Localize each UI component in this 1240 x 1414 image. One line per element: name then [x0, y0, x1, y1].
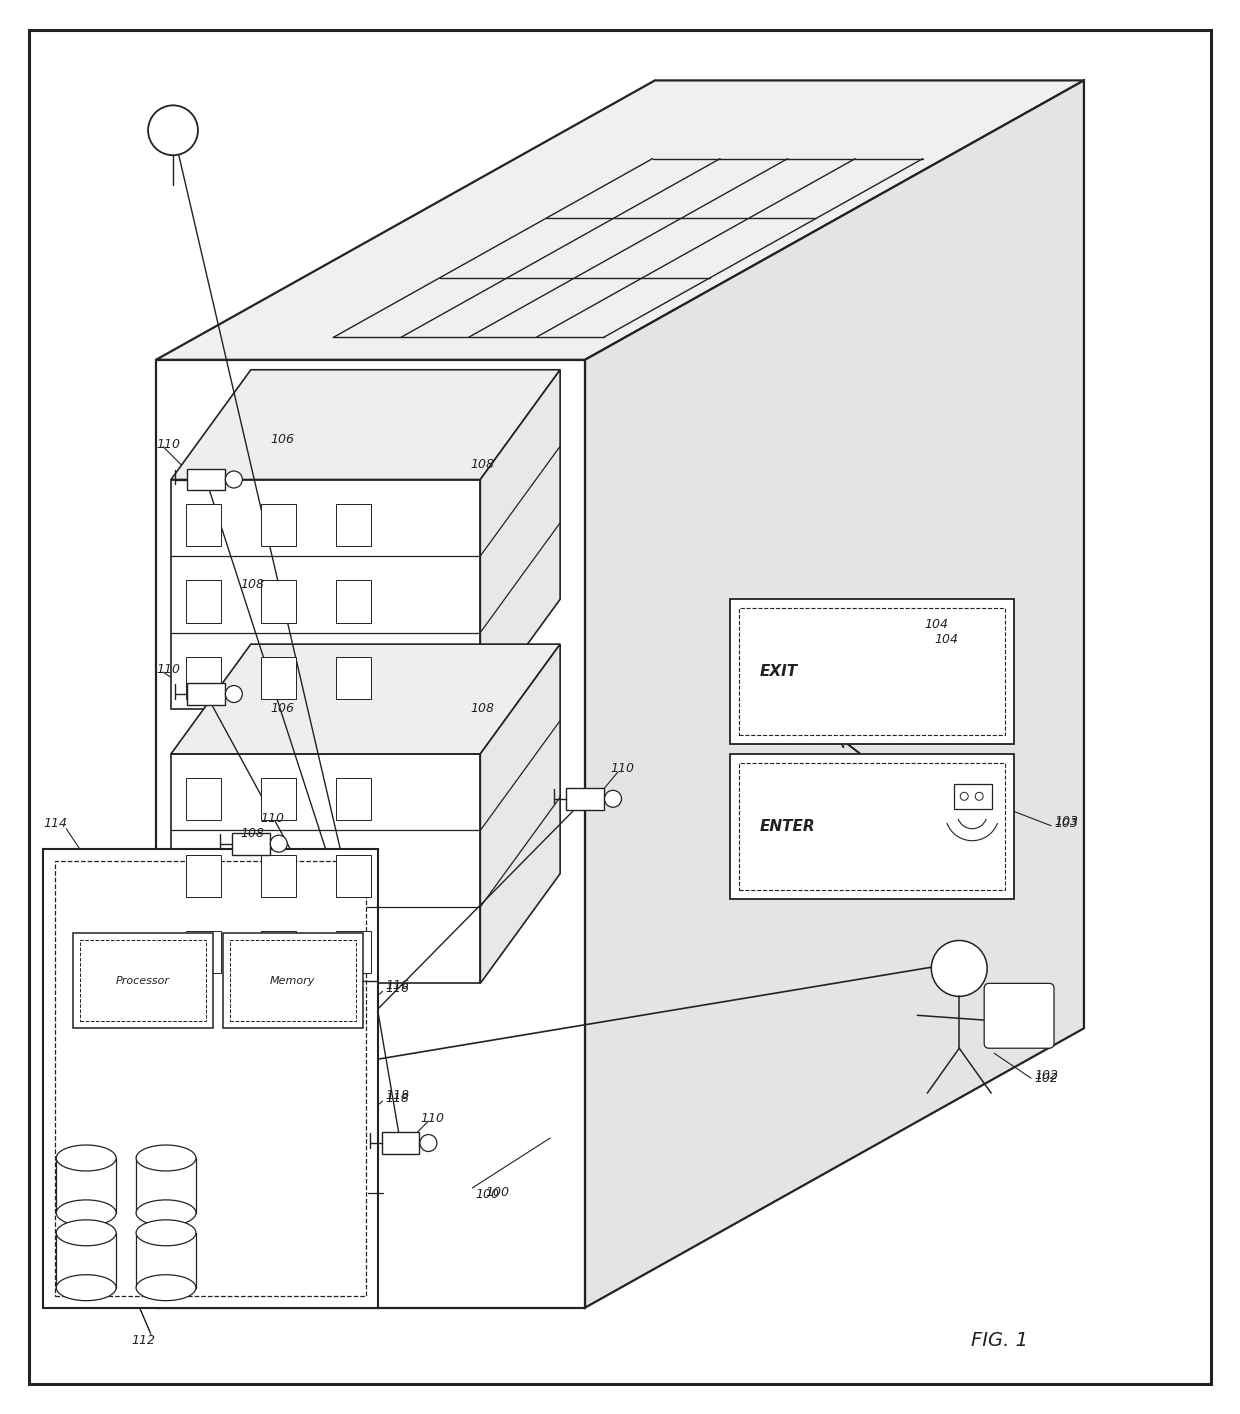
- Text: 110: 110: [260, 812, 285, 826]
- Ellipse shape: [56, 1200, 117, 1226]
- Bar: [187, 683, 224, 706]
- Bar: [260, 503, 295, 546]
- Polygon shape: [156, 359, 585, 1308]
- Text: 106: 106: [270, 703, 295, 715]
- Bar: [186, 581, 221, 622]
- Bar: [136, 1233, 196, 1288]
- Circle shape: [420, 1134, 436, 1151]
- Text: FIG. 1: FIG. 1: [971, 1331, 1028, 1350]
- Bar: [260, 778, 295, 820]
- Bar: [232, 833, 270, 854]
- Text: 108: 108: [470, 458, 495, 471]
- Bar: [260, 855, 295, 896]
- Bar: [81, 940, 206, 1021]
- Text: ENTER: ENTER: [760, 819, 816, 834]
- Bar: [336, 581, 371, 622]
- Ellipse shape: [56, 1275, 117, 1301]
- Bar: [336, 658, 371, 699]
- Bar: [43, 848, 377, 1308]
- Text: 100: 100: [475, 1188, 500, 1202]
- Text: 108: 108: [241, 827, 265, 840]
- Text: 110: 110: [420, 1111, 444, 1124]
- Text: 104: 104: [934, 632, 959, 646]
- Text: 108: 108: [470, 703, 495, 715]
- Polygon shape: [171, 369, 560, 479]
- Bar: [567, 788, 604, 810]
- Bar: [186, 503, 221, 546]
- Text: 110: 110: [156, 438, 180, 451]
- Polygon shape: [480, 645, 560, 983]
- Text: 116: 116: [386, 978, 409, 991]
- Circle shape: [975, 792, 983, 800]
- Circle shape: [226, 471, 242, 488]
- Text: 100: 100: [485, 1186, 510, 1199]
- Text: 110: 110: [610, 762, 634, 775]
- Bar: [260, 658, 295, 699]
- Bar: [73, 933, 213, 1028]
- Bar: [260, 932, 295, 973]
- Text: 112: 112: [131, 1333, 155, 1348]
- Text: Processor: Processor: [117, 976, 170, 986]
- Text: 103: 103: [1054, 816, 1078, 829]
- Ellipse shape: [136, 1145, 196, 1171]
- Bar: [56, 1158, 117, 1213]
- Text: STORE: STORE: [221, 1193, 281, 1212]
- Circle shape: [148, 106, 198, 156]
- Bar: [336, 778, 371, 820]
- Text: 118: 118: [386, 1089, 409, 1102]
- Polygon shape: [171, 754, 480, 983]
- Ellipse shape: [136, 1220, 196, 1246]
- Circle shape: [605, 790, 621, 807]
- Text: 118: 118: [386, 1092, 409, 1104]
- Text: 103: 103: [1054, 817, 1078, 830]
- Circle shape: [226, 686, 242, 703]
- Text: 102: 102: [1034, 1072, 1058, 1085]
- Ellipse shape: [56, 1145, 117, 1171]
- Bar: [136, 1158, 196, 1213]
- Circle shape: [960, 792, 968, 800]
- Ellipse shape: [136, 1200, 196, 1226]
- Text: 106: 106: [270, 433, 295, 445]
- Bar: [186, 658, 221, 699]
- FancyBboxPatch shape: [985, 983, 1054, 1048]
- Bar: [229, 940, 356, 1021]
- Polygon shape: [156, 81, 1084, 359]
- Text: 108: 108: [241, 578, 265, 591]
- Polygon shape: [480, 369, 560, 708]
- Bar: [56, 1233, 117, 1288]
- Text: 110: 110: [156, 663, 180, 676]
- Bar: [730, 754, 1014, 898]
- Text: 104: 104: [924, 618, 949, 631]
- Bar: [730, 600, 1014, 744]
- Polygon shape: [171, 645, 560, 754]
- Bar: [955, 783, 992, 809]
- Bar: [186, 855, 221, 896]
- Circle shape: [270, 836, 288, 853]
- Text: Memory: Memory: [270, 976, 315, 986]
- Polygon shape: [585, 81, 1084, 1308]
- Bar: [260, 581, 295, 622]
- Bar: [336, 855, 371, 896]
- Text: EXIT: EXIT: [760, 665, 797, 679]
- Polygon shape: [171, 479, 480, 708]
- Bar: [223, 933, 362, 1028]
- Circle shape: [931, 940, 987, 997]
- Bar: [336, 932, 371, 973]
- Ellipse shape: [136, 1275, 196, 1301]
- Bar: [739, 608, 1006, 735]
- Bar: [187, 468, 224, 491]
- Bar: [56, 861, 366, 1295]
- Bar: [382, 1133, 419, 1154]
- Text: 102: 102: [1034, 1069, 1058, 1082]
- Ellipse shape: [56, 1220, 117, 1246]
- Bar: [336, 503, 371, 546]
- Text: 114: 114: [43, 817, 67, 830]
- Text: 116: 116: [386, 981, 409, 995]
- Bar: [186, 778, 221, 820]
- Bar: [186, 932, 221, 973]
- Bar: [739, 764, 1006, 889]
